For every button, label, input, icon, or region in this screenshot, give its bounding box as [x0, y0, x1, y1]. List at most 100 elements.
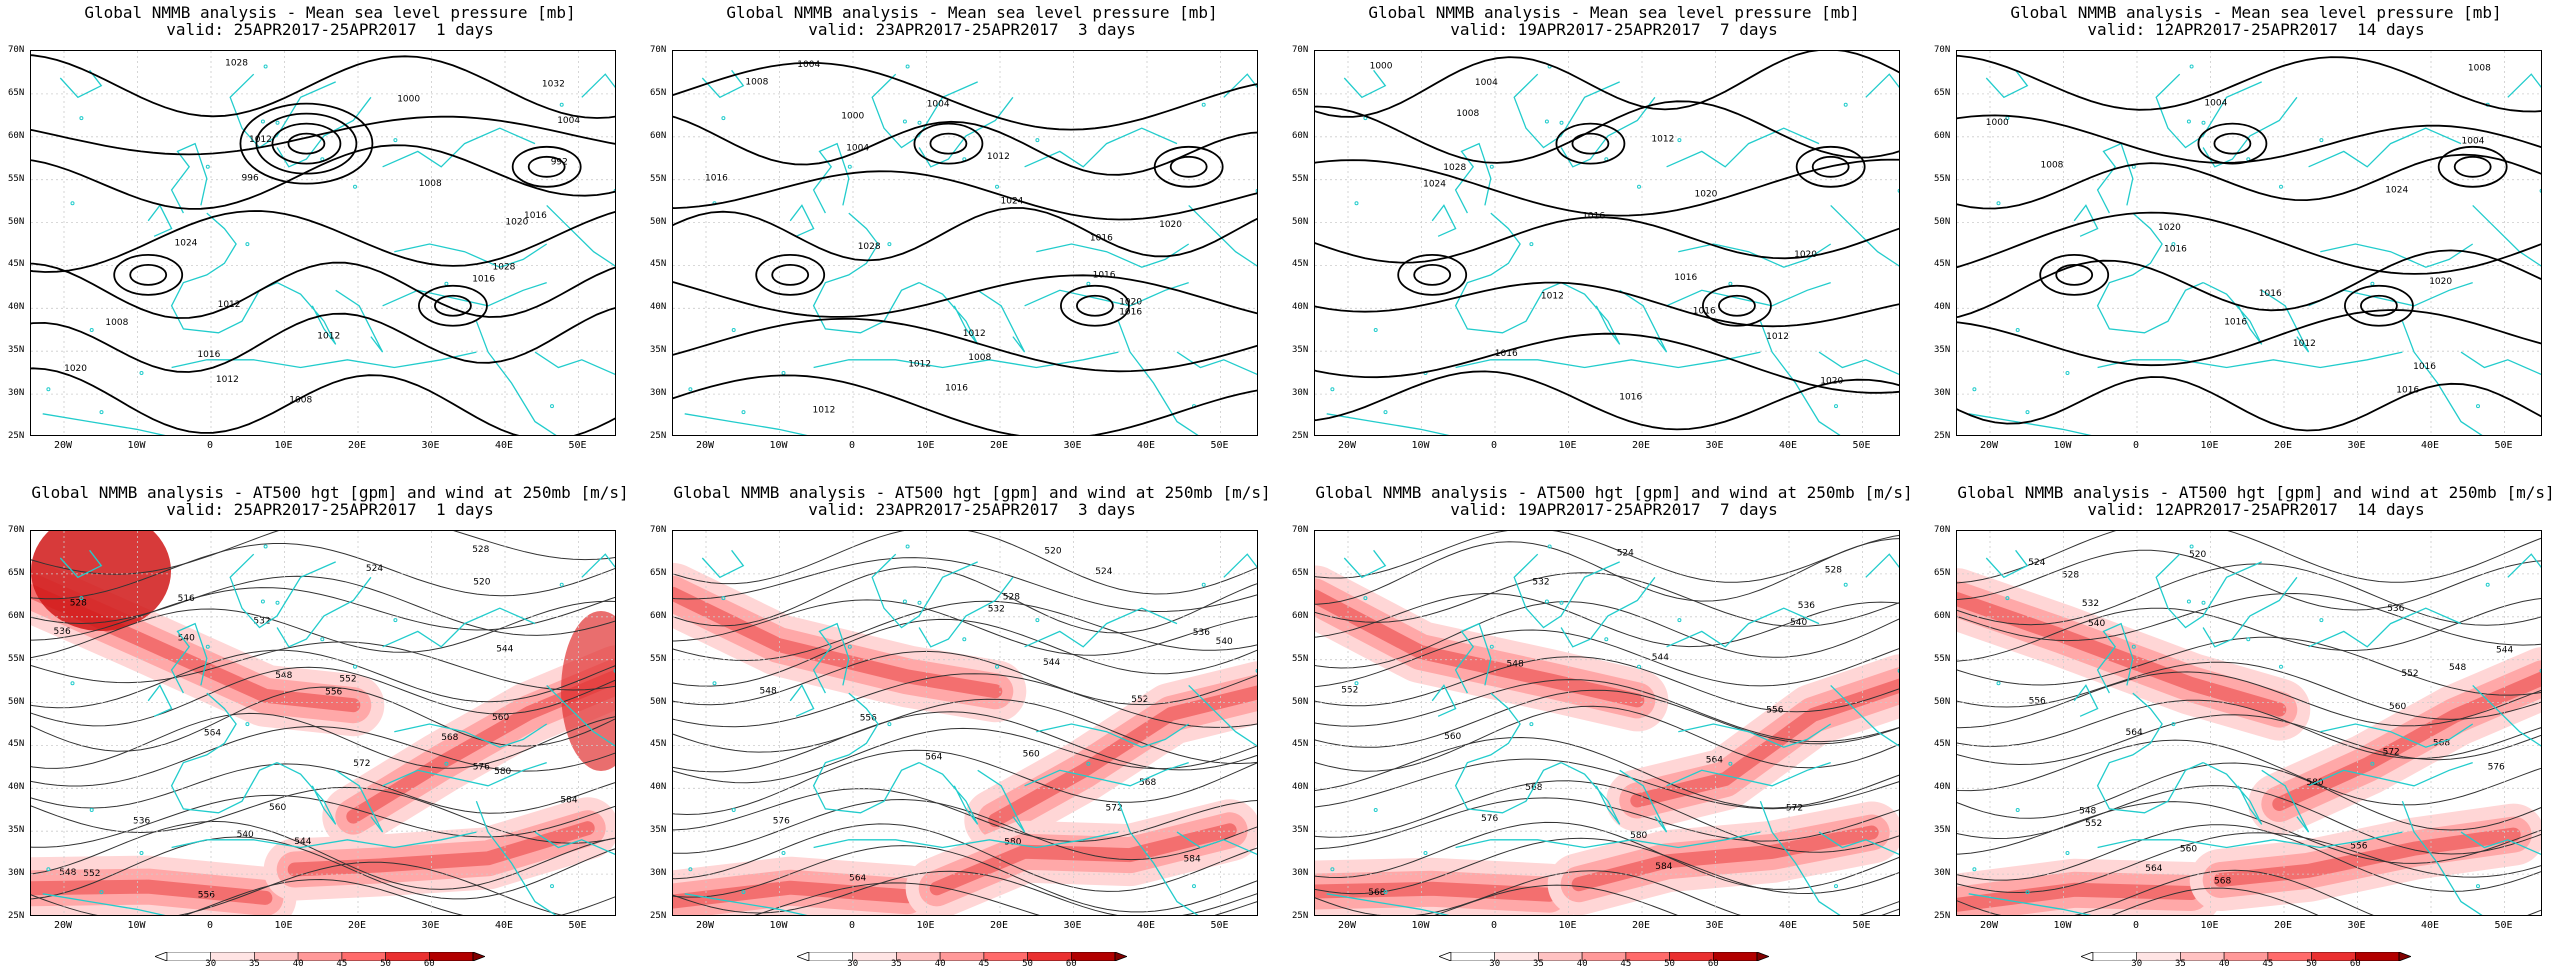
height-contour [1957, 801, 2541, 864]
contour-label: 580 [494, 767, 511, 777]
contour-label: 524 [366, 564, 383, 574]
pressure-cell-contour [2213, 132, 2252, 155]
island [721, 596, 726, 601]
contour-label: 556 [2350, 842, 2367, 852]
coastline [581, 73, 615, 98]
height-contour [31, 820, 615, 890]
contour-label: 532 [2082, 599, 2099, 609]
height-contour [1315, 870, 1899, 915]
height-contour [1957, 531, 2541, 584]
contour-label: 1016 [1582, 212, 1605, 222]
contour-label: 1012 [987, 152, 1010, 162]
height-contour [1315, 705, 1899, 772]
island [559, 102, 564, 107]
map-canvas: 528 524 520 516 528 532 536 540 544 548 552 556 560 5… [31, 531, 615, 915]
coastline [1985, 69, 2029, 99]
longitude-label: 10E [274, 440, 293, 451]
pressure-cell-contour [1571, 132, 1610, 155]
contour-label: 564 [204, 729, 221, 739]
island [2186, 119, 2191, 124]
contour-label: 1000 [1370, 62, 1393, 72]
latitude-label: 55N [1934, 173, 1951, 184]
coastline [534, 831, 615, 856]
island [1604, 637, 1609, 642]
island [444, 281, 449, 286]
contour-label: 1020 [2429, 277, 2452, 287]
wind-speed-colorbar [795, 948, 1129, 962]
island [1677, 618, 1682, 623]
contour-label: 1024 [175, 238, 198, 248]
island [1489, 644, 1494, 649]
pressure-cell-contour [1811, 155, 1850, 178]
height-contour [1315, 538, 1899, 605]
coastline [1666, 127, 1820, 168]
longitude-label: 20W [53, 920, 73, 931]
longitude-label: 0 [2132, 440, 2140, 451]
contour-label: 1024 [1423, 180, 1446, 190]
contour-label: 1024 [2385, 185, 2408, 195]
coastline [1818, 831, 1899, 856]
longitude-label: 20E [1631, 920, 1651, 931]
island [1559, 600, 1564, 605]
height-contour [31, 641, 615, 691]
latitude-label: 55N [650, 173, 667, 184]
coastline [2097, 351, 2403, 369]
height-contour [673, 599, 1257, 656]
latitude-label: 35N [650, 825, 667, 836]
latitude-label: 25N [1934, 911, 1951, 921]
isobar [1315, 158, 1899, 217]
island [1677, 138, 1682, 143]
latitude-label: 70N [8, 45, 25, 55]
latitude-label: 40N [1934, 782, 1951, 793]
contour-label: 1008 [2468, 63, 2491, 73]
coastline [1343, 549, 1387, 579]
longitude-label: 50E [1852, 440, 1871, 451]
height-contour [1315, 780, 1899, 853]
island [2279, 184, 2283, 189]
island [1330, 387, 1335, 392]
island [2539, 188, 2541, 193]
longitude-label: 20E [347, 440, 367, 451]
coastline [684, 893, 808, 915]
height-contour [31, 712, 615, 769]
height-contour [673, 749, 1257, 816]
contour-label: 536 [1798, 601, 1815, 611]
island [205, 644, 210, 649]
longitude-label: 30E [2347, 440, 2366, 451]
latitude-label: 45N [1292, 739, 1309, 750]
panel-valid-line: valid: 19APR2017-25APR2017 7 days [1450, 20, 1778, 39]
coastline [276, 282, 337, 345]
coastline [1560, 576, 1656, 648]
contour-label: 544 [294, 837, 311, 847]
latitude-label: 30N [8, 868, 25, 879]
island [79, 596, 84, 601]
isobar [31, 115, 615, 156]
latitude-label: 70N [8, 525, 25, 535]
island [1086, 761, 1091, 766]
contour-label: 576 [473, 763, 490, 773]
island [99, 890, 104, 895]
latitude-label: 55N [1934, 653, 1951, 664]
longitude-label: 10W [2053, 920, 2072, 931]
island [2025, 410, 2030, 415]
contour-label: 576 [1481, 814, 1498, 824]
longitude-label: 30E [1063, 440, 1082, 451]
island [1383, 410, 1388, 415]
contour-label: 556 [860, 714, 877, 724]
panel-title: Global NMMB analysis - Mean sea level pr… [1936, 4, 2560, 38]
latitude-label: 55N [1292, 653, 1309, 664]
height-contour [673, 788, 1257, 842]
contour-label: 1016 [1093, 270, 1116, 280]
latitude-label: 70N [1934, 45, 1951, 55]
coastline [2202, 576, 2298, 648]
longitude-label: 40E [1136, 920, 1156, 931]
island [1363, 596, 1368, 601]
height-contour [1957, 762, 2541, 831]
island [550, 884, 554, 889]
island [70, 681, 75, 686]
coastline [276, 762, 337, 825]
coastline [2472, 204, 2541, 267]
longitude-label: 50E [568, 440, 587, 451]
coastline [2401, 800, 2483, 915]
geopotential-wind-map-panel: 528 524 520 516 528 532 536 540 544 548 552 556 560 5… [30, 530, 616, 916]
